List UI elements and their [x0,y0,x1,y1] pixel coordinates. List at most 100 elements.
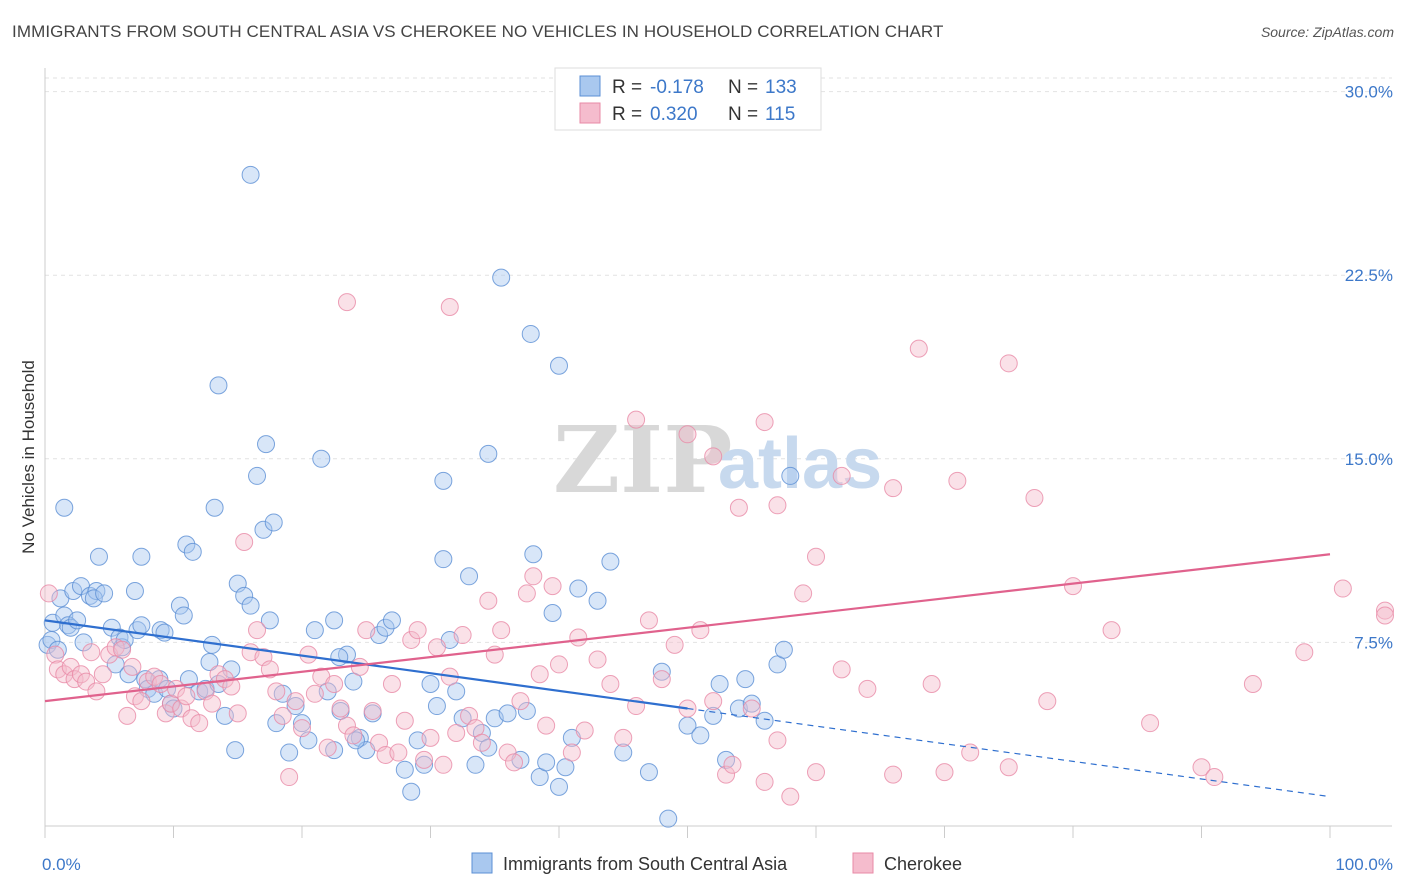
point-cherokee [1192,758,1211,777]
point-cherokee [537,716,556,735]
point-south-central-asia [330,648,349,667]
point-south-central-asia [84,589,103,608]
point-cherokee [46,645,65,664]
point-cherokee [357,621,376,640]
point-south-central-asia [569,579,588,598]
point-cherokee [999,758,1018,777]
point-cherokee [884,765,903,784]
chart-title: IMMIGRANTS FROM SOUTH CENTRAL ASIA VS CH… [12,22,944,41]
point-cherokee [118,706,137,725]
trend-lines [44,553,1331,798]
x-tick-labels: 0.0% 100.0% [42,855,1393,874]
point-cherokee [415,750,434,769]
bottom-legend-label-pink: Cherokee [884,854,962,874]
watermark-atlas: atlas [718,424,882,504]
point-south-central-asia [639,763,658,782]
point-south-central-asia [614,743,633,762]
legend-swatch-blue [579,75,601,97]
point-cherokee [492,621,511,640]
point-south-central-asia [241,596,260,615]
point-cherokee [402,630,421,649]
point-south-central-asia [460,567,479,586]
point-cherokee [884,479,903,498]
legend-r-value-blue: -0.178 [650,77,704,98]
point-south-central-asia [74,633,93,652]
point-south-central-asia [466,755,485,774]
point-cherokee [61,657,80,676]
y-tick-label: 15.0% [1345,450,1393,469]
point-cherokee [113,640,132,659]
point-south-central-asia [205,498,224,517]
legend-r-label-blue: R = [612,77,642,98]
chart-source: Source: ZipAtlas.com [1260,24,1394,40]
point-south-central-asia [55,498,74,517]
point-south-central-asia [177,535,196,554]
watermark-zip: ZIP [553,406,732,514]
point-cherokee [691,621,710,640]
point-south-central-asia [346,731,365,750]
point-cherokee [909,339,928,358]
point-cherokee [717,765,736,784]
point-cherokee [1376,606,1394,625]
point-cherokee [132,692,151,711]
point-south-central-asia [550,356,568,375]
point-south-central-asia [395,760,414,779]
trend-line-south-central-asia-extension [687,707,1331,798]
point-south-central-asia [537,753,556,772]
point-cherokee [305,684,324,703]
point-south-central-asia [479,444,498,463]
point-cherokee [331,699,350,718]
point-south-central-asia [183,542,202,561]
point-south-central-asia [774,640,793,659]
point-cherokee [543,577,562,596]
gridlines [45,77,1392,643]
point-cherokee [440,298,459,317]
point-cherokee [627,410,646,429]
point-cherokee [39,584,58,603]
point-cherokee [652,670,671,689]
point-cherokee [228,704,247,723]
point-south-central-asia [781,466,800,485]
point-south-central-asia [659,809,678,828]
point-cherokee [498,743,517,762]
point-cherokee [755,772,774,791]
point-south-central-asia [421,675,440,694]
point-south-central-asia [174,606,193,625]
point-south-central-asia [382,611,401,630]
y-tick-label: 22.5% [1345,266,1393,285]
point-cherokee [427,638,446,657]
point-cherokee [807,763,825,782]
legend-n-value-pink: 115 [765,104,795,125]
point-cherokee [177,687,196,706]
point-cherokee [1333,579,1352,598]
point-cherokee [1064,577,1082,596]
point-south-central-asia [209,376,228,395]
point-cherokee [472,733,491,752]
point-cherokee [1038,692,1057,711]
point-south-central-asia [588,591,607,610]
point-cherokee [87,682,106,701]
point-south-central-asia [652,662,671,681]
series-south-central-asia-points [38,165,800,828]
point-cherokee [145,667,164,686]
point-cherokee [614,728,633,747]
point-south-central-asia [710,675,729,694]
point-south-central-asia [280,743,299,762]
point-cherokee [723,755,742,774]
point-cherokee [935,763,954,782]
y-tick-label: 7.5% [1354,633,1393,652]
point-cherokee [93,665,112,684]
point-south-central-asia [704,706,723,725]
point-south-central-asia [492,268,511,287]
point-cherokee [511,692,530,711]
point-south-central-asia [312,449,331,468]
point-cherokee [505,753,524,772]
series-cherokee-points [39,293,1394,806]
point-cherokee [575,721,594,740]
point-south-central-asia [95,584,114,603]
point-cherokee [337,716,356,735]
trend-line-cherokee [44,553,1331,703]
point-cherokee [325,675,344,694]
point-cherokee [1205,768,1224,787]
point-south-central-asia [376,618,395,637]
